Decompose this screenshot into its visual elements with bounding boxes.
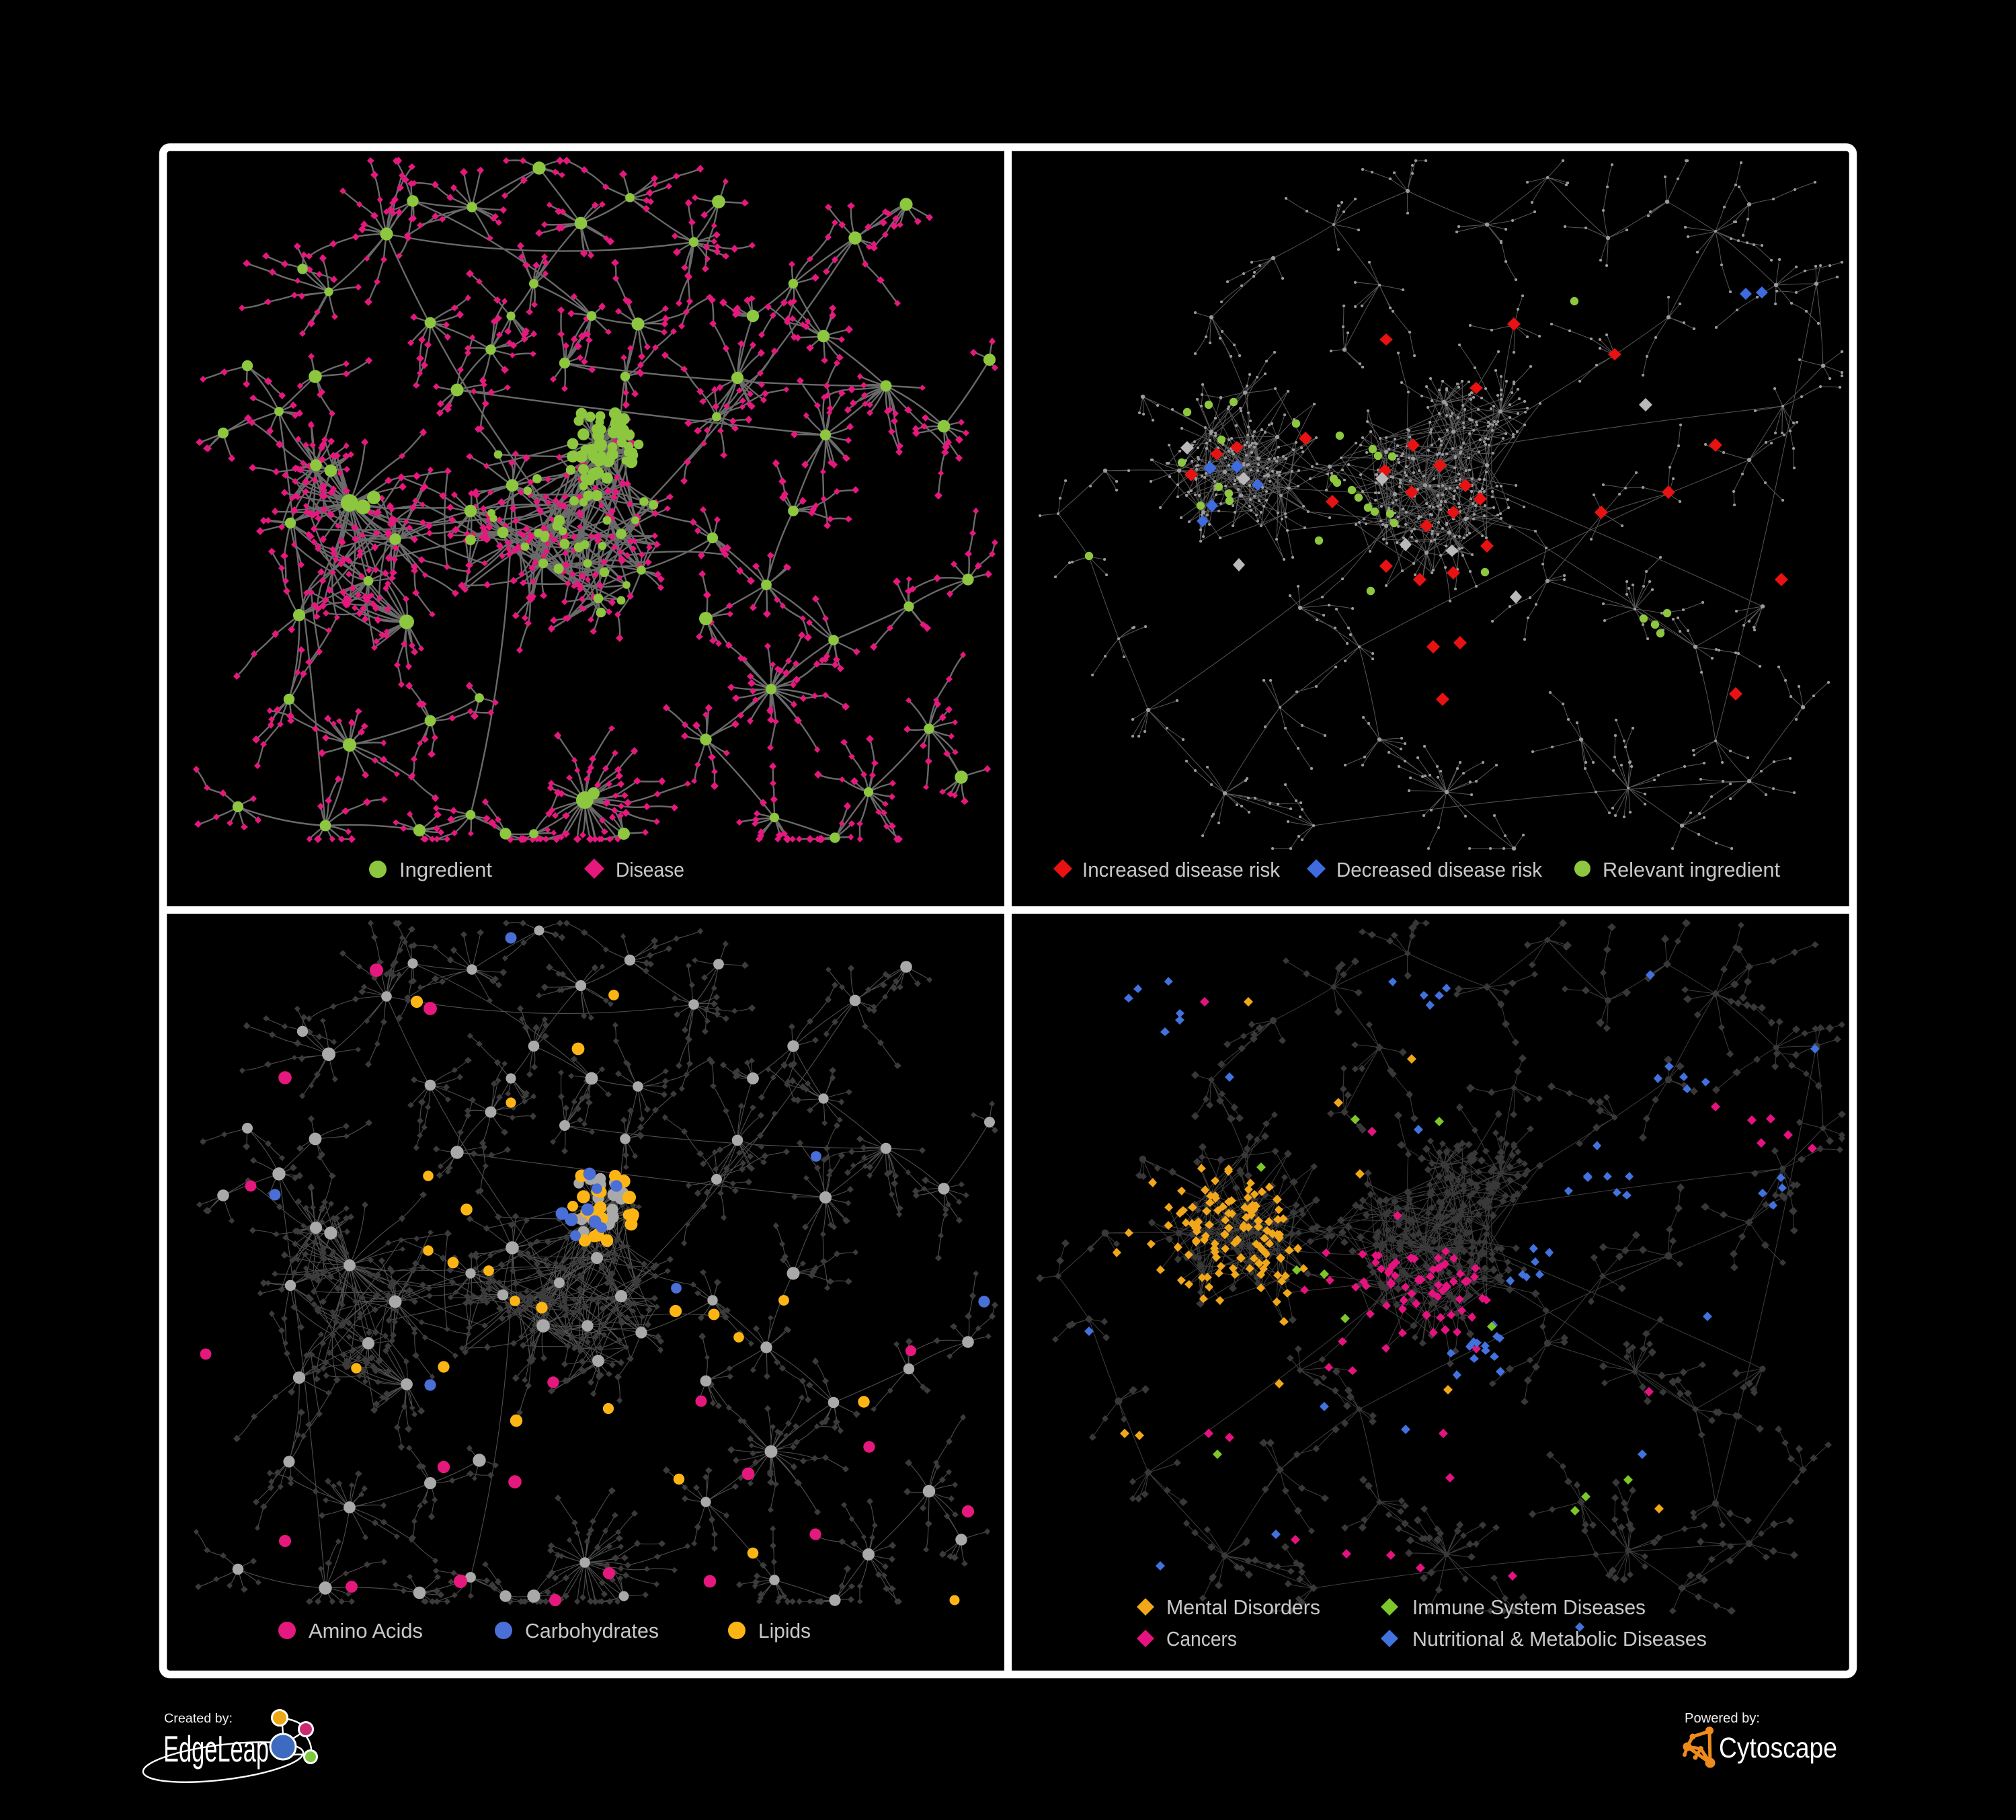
svg-text:Decreased disease risk: Decreased disease risk bbox=[1336, 858, 1542, 881]
svg-text:Mental Disorders: Mental Disorders bbox=[1166, 1595, 1320, 1619]
svg-text:Amino Acids: Amino Acids bbox=[309, 1619, 423, 1643]
svg-text:Cytoscape: Cytoscape bbox=[1719, 1732, 1837, 1764]
svg-text:Increased disease risk: Increased disease risk bbox=[1082, 858, 1280, 881]
svg-text:Powered by:: Powered by: bbox=[1685, 1711, 1760, 1726]
svg-text:Nutritional & Metabolic Diseas: Nutritional & Metabolic Diseases bbox=[1412, 1627, 1707, 1651]
svg-text:EdgeLeap: EdgeLeap bbox=[163, 1728, 269, 1770]
svg-text:Carbohydrates: Carbohydrates bbox=[525, 1619, 659, 1643]
svg-text:Lipids: Lipids bbox=[758, 1619, 811, 1643]
svg-text:Immune System Diseases: Immune System Diseases bbox=[1412, 1595, 1646, 1619]
svg-text:Cancers: Cancers bbox=[1166, 1627, 1237, 1651]
svg-text:Relevant ingredient: Relevant ingredient bbox=[1603, 858, 1780, 881]
svg-text:Disease: Disease bbox=[616, 858, 684, 881]
svg-text:Ingredient: Ingredient bbox=[399, 858, 492, 881]
svg-text:Created by:: Created by: bbox=[164, 1712, 233, 1726]
